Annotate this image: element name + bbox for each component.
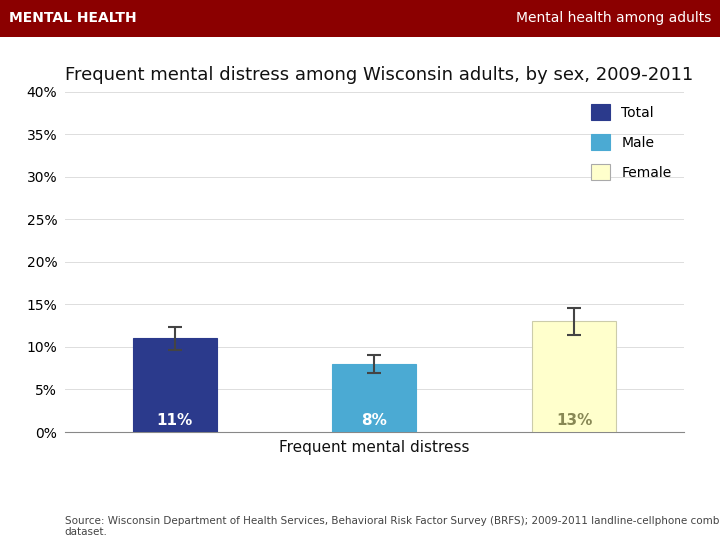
Text: 11%: 11% [156,413,193,428]
Text: Frequent mental distress among Wisconsin adults, by sex, 2009-2011: Frequent mental distress among Wisconsin… [65,66,693,84]
Text: 13%: 13% [556,413,593,428]
Text: MENTAL HEALTH: MENTAL HEALTH [9,11,136,25]
Bar [132,339,217,432]
Text: Source: Wisconsin Department of Health Services, Behavioral Risk Factor Survey (: Source: Wisconsin Department of Health S… [65,516,720,537]
Text: Mental health among adults: Mental health among adults [516,11,711,25]
Circle shape [659,483,684,502]
Bar [532,321,616,432]
Legend: Total, Male, Female: Total, Male, Female [585,99,677,186]
X-axis label: Frequent mental distress: Frequent mental distress [279,440,469,455]
Text: 8%: 8% [361,413,387,428]
Bar [333,364,416,432]
